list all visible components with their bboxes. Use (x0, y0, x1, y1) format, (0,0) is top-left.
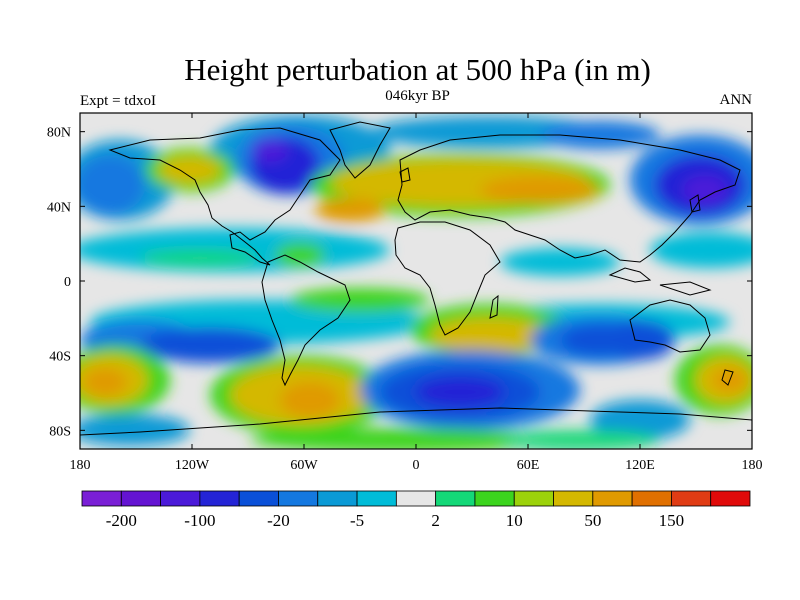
coastlines (80, 121, 752, 436)
lat-tick-label: 80N (47, 126, 71, 141)
lon-tick-label: 0 (413, 458, 420, 473)
colorbar-swatch (592, 490, 633, 507)
lon-tick-label: 180 (70, 458, 91, 473)
lat-tick-label: 40N (47, 200, 71, 215)
colorbar-swatch (238, 490, 279, 507)
colorbar-swatch (710, 490, 751, 507)
colorbar-label: -20 (267, 511, 290, 530)
colorbar-label: -200 (106, 511, 137, 530)
colorbar-swatch (671, 490, 712, 507)
colorbar-swatch (81, 490, 122, 507)
lon-tick-label: 120E (625, 458, 655, 473)
season-label: ANN (719, 92, 753, 108)
lat-tick-label: 80S (49, 424, 71, 439)
lat-tick-label: 0 (64, 275, 71, 290)
colorbar-label: 10 (506, 511, 523, 530)
colorbar-swatch (553, 490, 594, 507)
time-label: 046kyr BP (385, 88, 450, 104)
colorbar-swatch (631, 490, 672, 507)
colorbar-swatch (474, 490, 515, 507)
lon-tick-label: 120W (175, 458, 210, 473)
experiment-label: Expt = tdxoI (80, 93, 156, 109)
lon-tick-label: 60W (290, 458, 318, 473)
colorbar-swatch (356, 490, 397, 507)
colorbar-label: 150 (659, 511, 685, 530)
lon-tick-label: 180 (742, 458, 763, 473)
colorbar-swatch (120, 490, 161, 507)
colorbar-swatch (317, 490, 358, 507)
height-field (80, 113, 752, 449)
plot-title: Height perturbation at 500 hPa (in m) (184, 52, 651, 87)
colorbar-label: 50 (584, 511, 601, 530)
lat-tick-label: 40S (49, 350, 71, 365)
colorbar-swatch (199, 490, 240, 507)
colorbar-label: -100 (184, 511, 215, 530)
colorbar-swatch (435, 490, 476, 507)
colorbar-swatch (160, 490, 201, 507)
lon-tick-label: 60E (517, 458, 540, 473)
colorbar-swatch (513, 490, 554, 507)
latitude-axis: 80N 40N 0 40S 80S (47, 126, 752, 439)
colorbar-label: -5 (350, 511, 364, 530)
colorbar-label: 2 (431, 511, 440, 530)
colorbar: -200 -100 -20 -5 2 10 50 150 (81, 490, 751, 530)
colorbar-swatch (395, 490, 437, 507)
longitude-axis: 180 120W 60W 0 60E 120E 180 (70, 113, 763, 473)
colorbar-swatch (278, 490, 319, 507)
